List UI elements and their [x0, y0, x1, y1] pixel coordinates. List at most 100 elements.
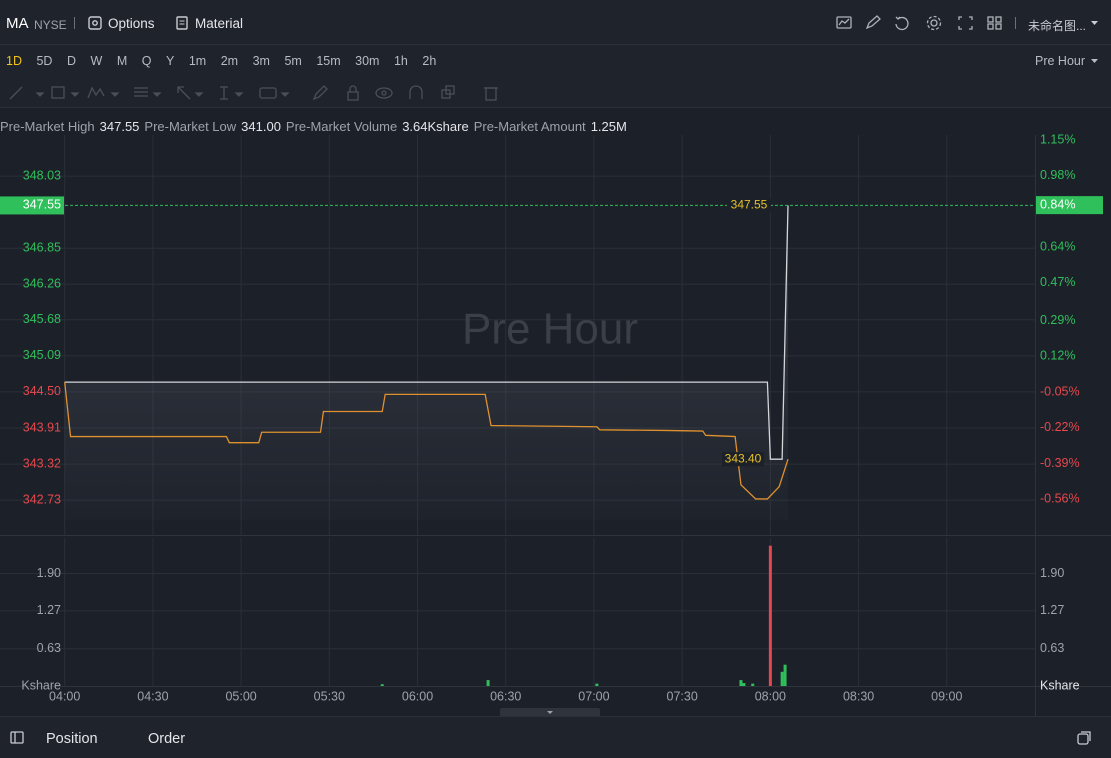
min-label-bg	[722, 452, 764, 467]
volume-bar	[380, 684, 384, 686]
x-tick-label: 05:30	[314, 689, 345, 703]
stat-value: 1.25M	[590, 119, 627, 134]
scroll-caret[interactable]	[547, 711, 553, 714]
panel-icon[interactable]	[10, 731, 24, 744]
last-price-box	[0, 196, 64, 215]
y2-tick-label: 0.29%	[1040, 313, 1075, 327]
material-icon[interactable]	[176, 16, 188, 30]
y2-tick-label: 1.27	[1040, 603, 1064, 617]
max-label: 347.55	[731, 198, 768, 212]
exchange: NYSE	[34, 18, 67, 32]
x-tick-label: 07:30	[667, 689, 698, 703]
interval-option[interactable]: 1h	[393, 54, 408, 68]
interval-option[interactable]: D	[66, 54, 76, 68]
x-tick-label: 05:00	[225, 689, 256, 703]
expand-icon[interactable]	[1077, 731, 1091, 745]
drawing-tools	[0, 78, 1111, 108]
options-button[interactable]: Options	[108, 16, 155, 31]
chart: 348.03 346.85 346.26 345.68 345.09 344.50 343.…	[0, 132, 1111, 716]
x-tick-label: 08:30	[843, 689, 874, 703]
y2-tick-label: 0.12%	[1040, 349, 1075, 363]
interval-option[interactable]: M	[116, 54, 128, 68]
options-icon[interactable]	[88, 16, 102, 30]
symbol: MA	[6, 15, 29, 32]
drawing-tool-icons[interactable]	[8, 84, 508, 102]
divider	[74, 17, 75, 29]
price-line	[64, 205, 789, 460]
volume-bar	[739, 680, 743, 686]
interval-option[interactable]: 30m	[355, 54, 380, 68]
x-tick-label: 06:00	[402, 689, 433, 703]
y-tick-label: 0.63	[37, 641, 61, 655]
y2-tick-label: -0.39%	[1040, 456, 1080, 470]
volume-bar	[742, 683, 746, 686]
area-fill	[64, 205, 789, 520]
x-tick-label: 04:00	[49, 689, 80, 703]
stat-value: 3.64Kshare	[402, 119, 469, 134]
interval-option[interactable]: 1D	[6, 54, 22, 68]
y2-tick-label: 1.90	[1040, 566, 1064, 580]
dropdown-caret[interactable]	[1091, 59, 1098, 64]
y-tick-label: 343.32	[23, 456, 61, 470]
y2-tick-label: 0.47%	[1040, 275, 1075, 289]
y-tick-label: 345.68	[23, 312, 61, 326]
min-label: 343.40	[725, 451, 762, 465]
interval-option[interactable]: 5m	[284, 54, 302, 68]
interval-option[interactable]: 15m	[316, 54, 341, 68]
y2-tick-label: 0.64%	[1040, 239, 1075, 253]
stat-label: Pre-Market High	[0, 119, 95, 134]
interval-option[interactable]: 3m	[252, 54, 270, 68]
y2-tick-label: 0.98%	[1040, 168, 1075, 182]
y-tick-label: 344.50	[23, 384, 61, 398]
volume-unit: Kshare	[21, 678, 61, 692]
last-change-box	[1036, 196, 1103, 215]
volume-unit: Kshare	[1040, 678, 1080, 692]
material-button[interactable]: Material	[195, 16, 244, 31]
y-tick-label: 1.27	[37, 603, 61, 617]
plot-area: 348.03 346.85 346.26 345.68 345.09 344.50 343.…	[0, 132, 1111, 716]
y2-tick-label: 0.63	[1040, 641, 1064, 655]
y-tick-label: 346.26	[23, 277, 61, 291]
last-price-label: 347.55	[23, 198, 61, 212]
y2-tick-label: 1.15%	[1040, 132, 1075, 146]
volume-bar	[783, 664, 787, 686]
interval-option[interactable]: 2m	[220, 54, 239, 68]
y2-tick-label: -0.56%	[1040, 492, 1080, 506]
interval-option[interactable]: Q	[141, 54, 152, 68]
toolbar-icons[interactable]	[836, 15, 1006, 31]
stat-label: Pre-Market Low	[144, 119, 237, 134]
last-change-label: 0.84%	[1040, 197, 1075, 211]
interval-option[interactable]: 5D	[36, 54, 53, 68]
stat-value: 347.55	[99, 119, 140, 134]
interval-option[interactable]: 2h	[422, 54, 437, 68]
interval-list: 1D 5D D W M Q Y 1m 2m 3m 5m 15m 30m 1h 2h	[6, 54, 451, 68]
dropdown-caret[interactable]	[1091, 21, 1098, 26]
position-tab[interactable]: Position	[46, 731, 98, 747]
price-line	[64, 382, 789, 500]
interval-option[interactable]: W	[90, 54, 103, 68]
interval-option[interactable]: 1m	[188, 54, 207, 68]
interval-bar: 1D 5D D W M Q Y 1m 2m 3m 5m 15m 30m 1h 2h Pre Hour	[0, 45, 1111, 78]
x-tick-label: 08:00	[755, 689, 786, 703]
max-label-bg	[727, 198, 771, 213]
y-tick-label: 346.85	[23, 241, 61, 255]
y-tick-label: 348.03	[23, 168, 61, 182]
order-tab[interactable]: Order	[148, 731, 186, 747]
volume-bar	[486, 680, 490, 686]
stats-line: Pre-Market High 347.55 Pre-Market Low 341.0…	[0, 119, 632, 134]
top-bar: MA NYSE Options Material 未命名图...	[0, 0, 1111, 45]
x-tick-label: 04:30	[137, 689, 168, 703]
watermark: Pre Hour	[462, 305, 638, 354]
layout-name[interactable]: 未命名图...	[1028, 19, 1087, 33]
y2-tick-label: -0.05%	[1040, 384, 1080, 398]
y-tick-label: 342.73	[23, 492, 61, 506]
volume-bar	[780, 671, 784, 686]
interval-option[interactable]: Y	[165, 54, 175, 68]
stat-value: 341.00	[241, 119, 281, 134]
x-tick-label: 06:30	[490, 689, 521, 703]
y-tick-label: 1.90	[37, 566, 61, 580]
footer-bar: Position Order	[0, 716, 1111, 758]
session-select[interactable]: Pre Hour	[1035, 54, 1086, 68]
divider	[1015, 17, 1016, 29]
